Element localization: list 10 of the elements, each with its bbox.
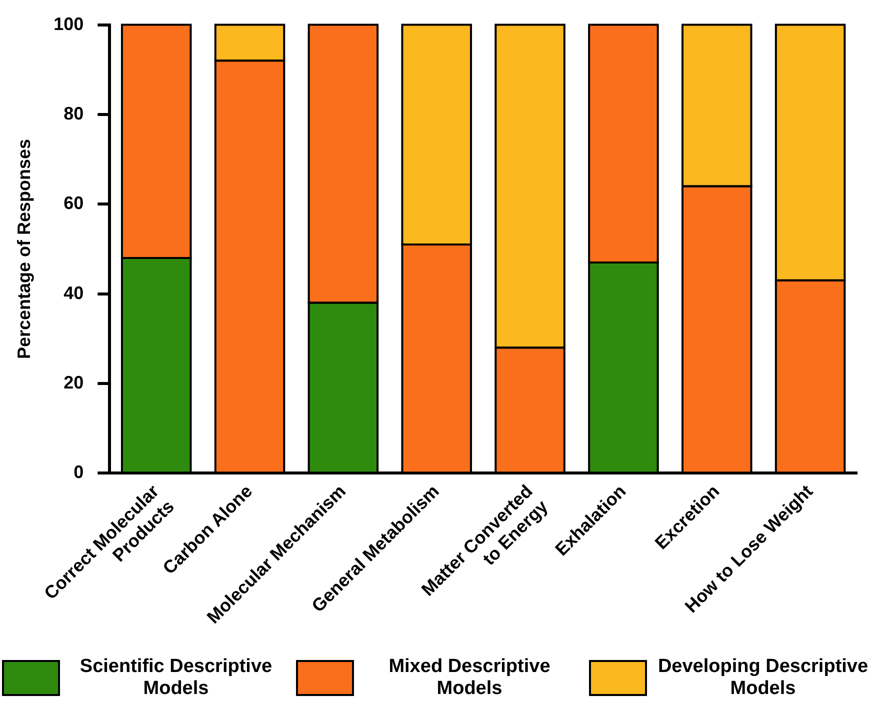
y-axis-title: Percentage of Responses [14,138,34,360]
y-tick-label: 20 [64,372,84,392]
y-tick-label: 100 [54,14,84,34]
y-tick-label: 40 [64,282,84,303]
legend-label: Scientific Descriptive Models [78,656,274,700]
legend-label: Developing Descriptive Models [656,656,870,700]
legend-label: Mixed Descriptive Models [388,656,552,700]
y-tick-label: 0 [74,462,84,482]
y-tick-label: 60 [64,193,84,214]
y-tick-label: 80 [64,103,84,124]
